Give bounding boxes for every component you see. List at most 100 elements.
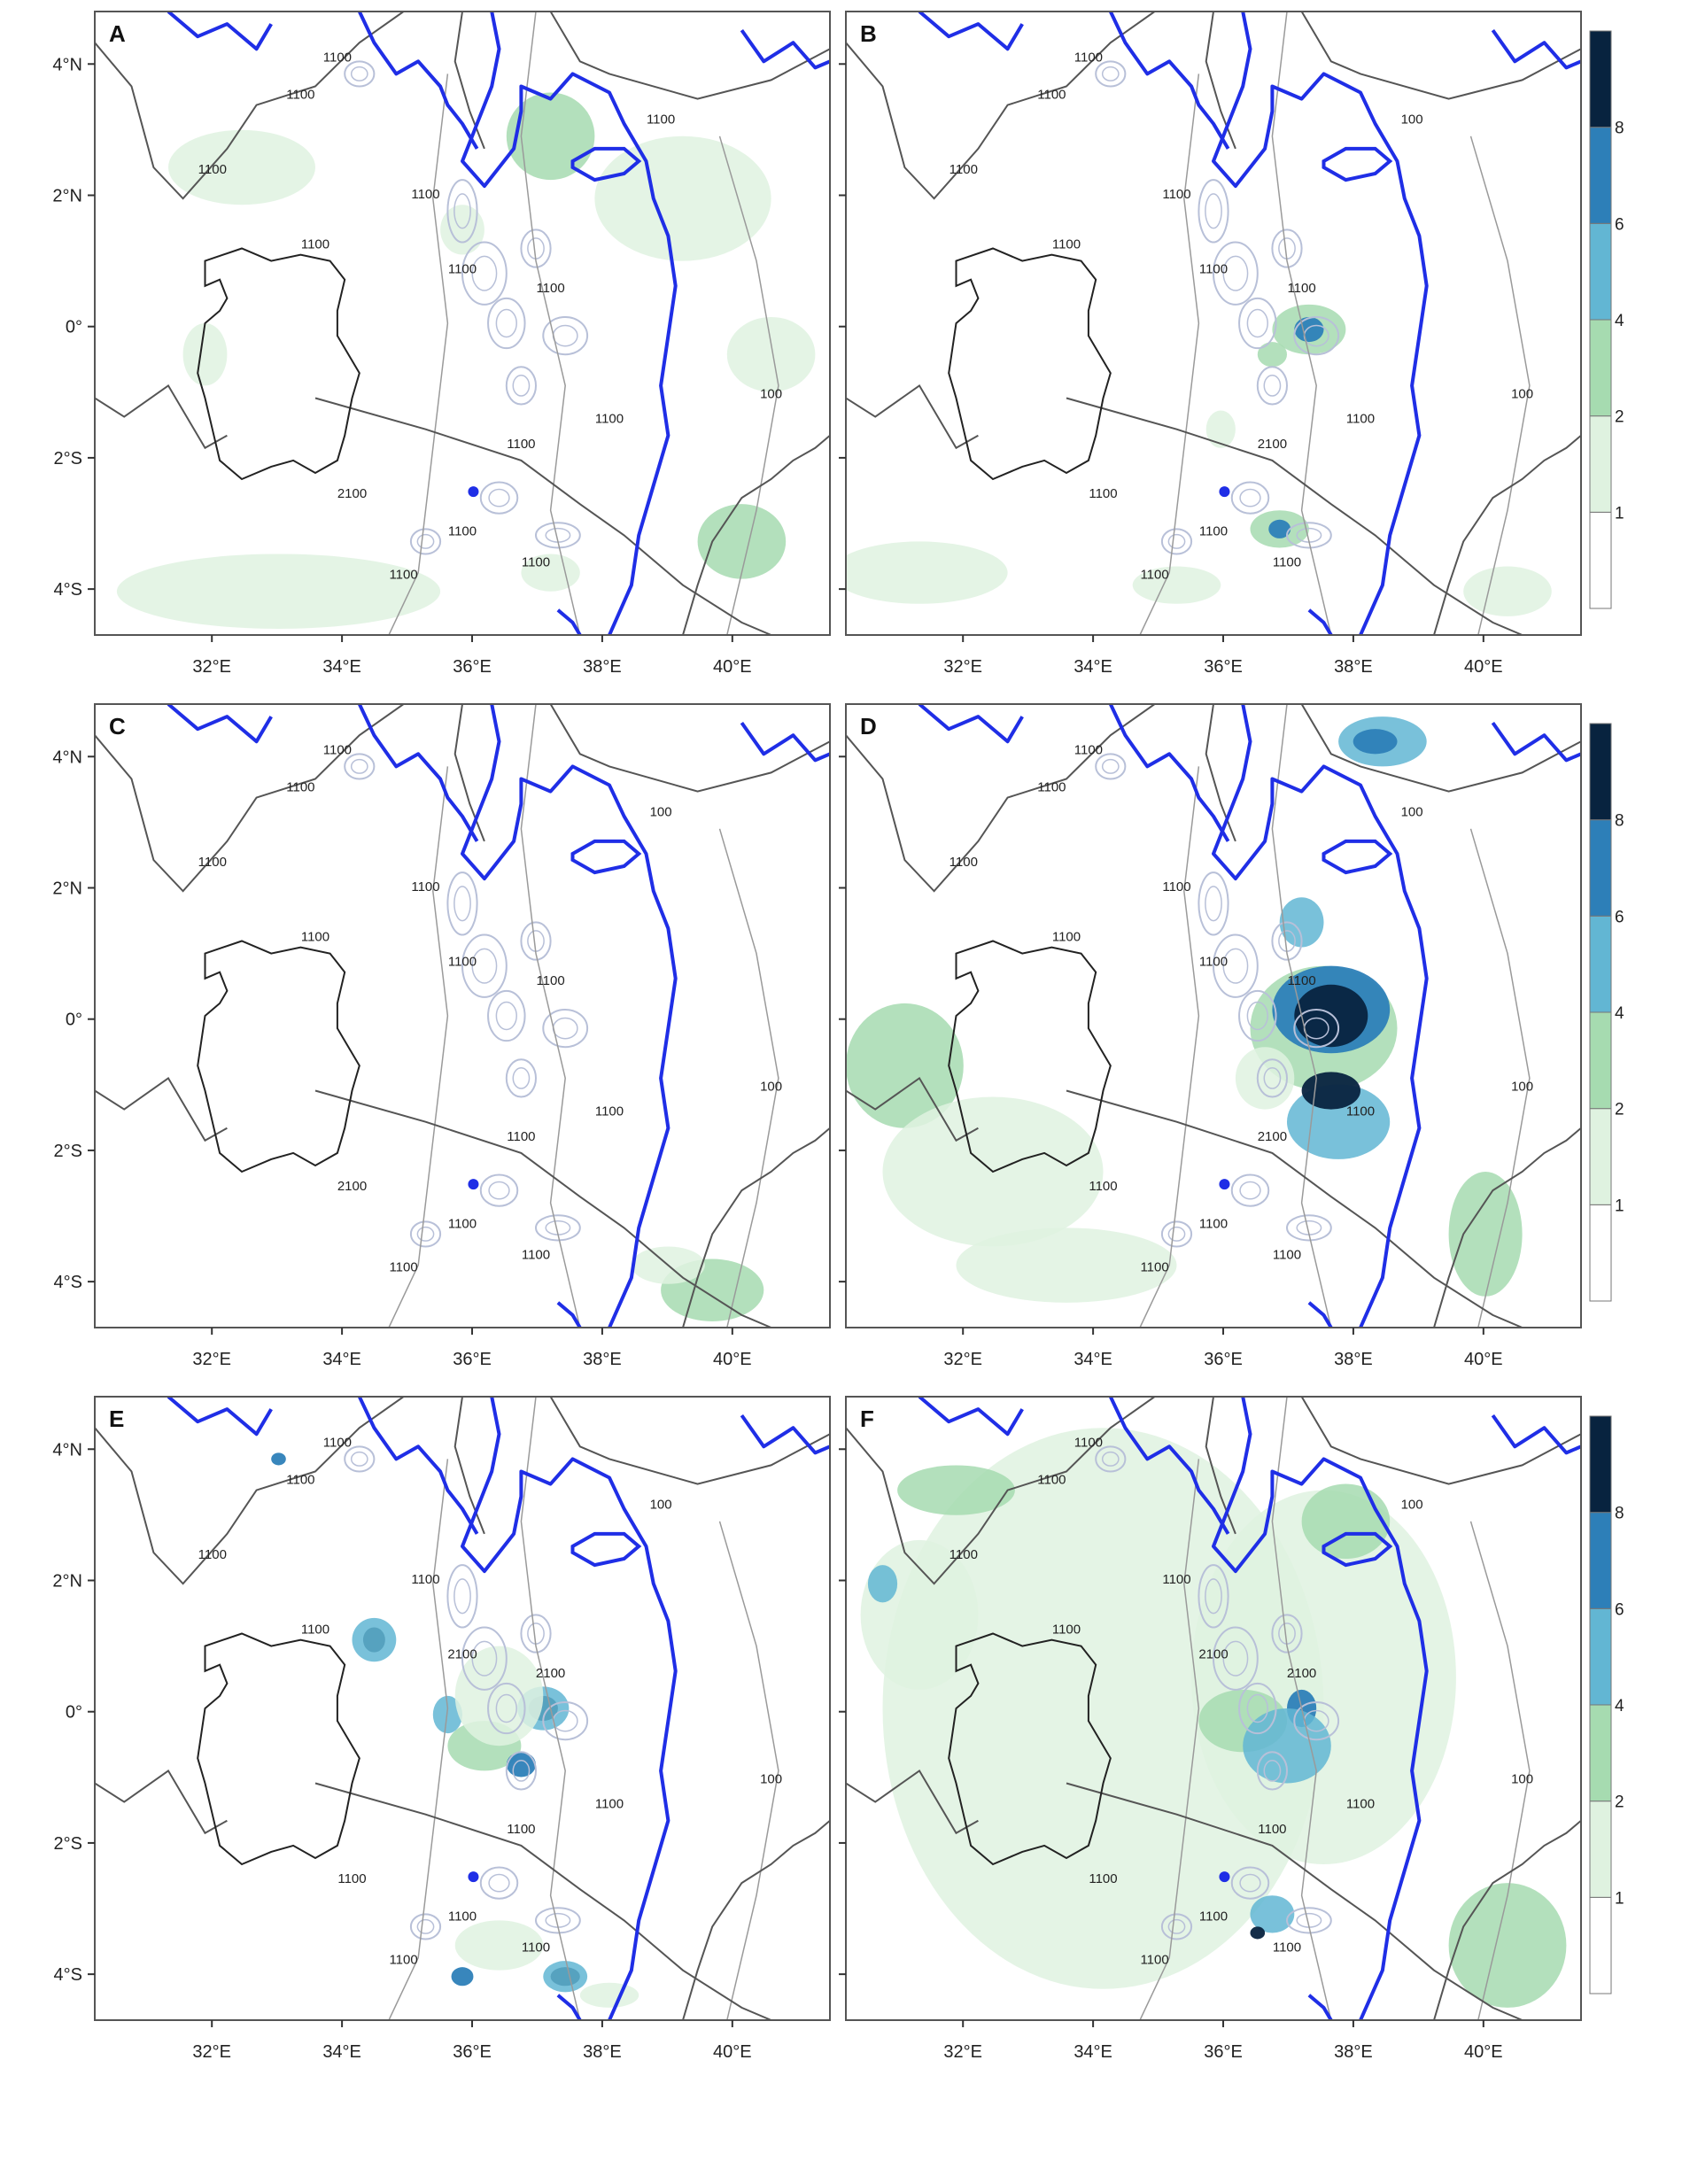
precip-cell [1205,410,1236,448]
topography-contours [1095,704,1531,1328]
colorbar-segment [1589,222,1612,321]
lon-tick-label: 36°E [453,657,492,677]
panel-label: F [860,1406,874,1432]
border-line [846,383,979,450]
elevation-ring [535,1907,581,1934]
elevation-ring [344,1445,376,1473]
topography-contours [1095,1397,1531,2020]
contour-label: 1100 [1140,1260,1168,1275]
lat-tick-label: 2°N [52,1571,82,1591]
contour-label: 1100 [198,1547,227,1562]
contour-label: 1100 [1074,742,1103,757]
lon-tick-label: 32°E [943,2042,982,2062]
border-line [95,1076,228,1142]
map-panel-c: 1100 1100 1100 1100 1100 1100 1100 2100 1100 1100… [52,703,831,1369]
precip-cell [1243,1708,1331,1784]
river-line [740,721,830,763]
elevation-ring [479,481,519,515]
river-line [1212,12,1429,635]
elevation-ring [453,886,471,922]
river-line [461,1397,678,2020]
border-line [453,12,485,150]
colorbar-tick-label: 6 [1615,215,1624,234]
contour-label: 100 [1401,805,1423,820]
precip-cell [454,1646,544,1746]
map-layers: 1100 1100 1100 1100 1100 1100 1100 1100 2100 1100… [846,12,1581,635]
lat-tick-label: 2°S [54,1142,82,1161]
contour-label: 1100 [507,1129,535,1144]
contour-label: 100 [1401,1498,1423,1513]
elevation-contour-line [520,12,581,635]
contour-label: 1100 [522,1940,550,1956]
lon-tick-label: 32°E [943,657,982,677]
panel-label: A [109,20,126,47]
elevation-ring [461,241,508,306]
river-line [1307,1301,1333,1328]
contour-label: 1100 [1052,930,1081,945]
river-line [1212,1397,1429,2020]
country-borders [846,704,1581,1328]
elevation-contour-line [520,1397,581,2020]
elevation-ring [1198,179,1229,244]
border-line [95,1769,228,1835]
colorbar-segment [1589,1415,1612,1514]
contour-label: 2100 [1287,1666,1316,1681]
elevation-ring [1213,1626,1259,1691]
precip-cell [543,1961,588,1993]
lon-tick-label: 38°E [1334,657,1373,677]
river-line [1212,704,1429,1328]
river-line [740,28,830,70]
colorbar-tick-label: 8 [1615,1505,1624,1523]
contour-label: 2100 [337,486,367,501]
colorbar-tick-label: 4 [1615,312,1624,330]
topography-contours [344,704,779,1328]
lat-tick-label: 4°S [54,580,82,600]
colorbar-segment [1589,1512,1612,1609]
colorbar-tick-label: 4 [1615,1004,1624,1023]
contour-label: 1100 [448,262,477,277]
lon-tick-label: 38°E [583,2042,622,2062]
map-panel-e: 1100 1100 1100 1100 1100 2100 2100 1100 1100 1100… [52,1396,831,2062]
contour-label: 100 [760,1771,782,1786]
contour-label: 1100 [1037,88,1066,103]
river-loop [570,839,642,875]
river-line [167,704,273,744]
river-line [357,1397,479,1535]
elevation-ring [1263,1760,1282,1782]
elevation-contour-line [718,136,779,635]
contour-label: 1100 [337,1871,366,1886]
border-line [1205,12,1236,150]
contour-label: 1100 [507,1822,535,1837]
border-line [1066,1782,1523,2020]
precip-cell [506,1752,537,1777]
elevation-ring [1160,528,1193,555]
river-line [1108,704,1230,842]
country-borders [95,704,830,1328]
contour-label: 1100 [198,855,227,870]
elevation-ring [416,533,435,549]
colorbar-segment [1589,819,1612,917]
elevation-contour-line [1469,136,1531,635]
lon-tick-label: 40°E [1464,1350,1503,1369]
river-line [1108,12,1230,150]
lon-tick-label: 34°E [1074,2042,1112,2062]
lat-tick-label: 0° [66,1011,82,1030]
precip-cell [451,1967,474,1987]
contour-label: 1100 [522,555,550,570]
map-panel-d: 1100110011001100110011001100110021001100… [839,703,1624,1369]
contour-label: 1100 [323,742,352,757]
contour-label: 1100 [1140,568,1168,583]
contour-label: 1100 [1287,973,1315,988]
elevation-ring [350,66,368,81]
border-line [95,12,405,200]
contour-label: 1100 [950,855,978,870]
country-borders [95,12,830,635]
contour-label: 1100 [389,1953,417,1968]
contour-label: 1100 [1273,1248,1301,1263]
lake-dot [1219,1179,1230,1190]
elevation-ring [1230,481,1270,515]
contour-label: 2100 [337,1179,367,1194]
precip-cell [1301,1483,1391,1560]
lon-tick-label: 34°E [1074,1350,1112,1369]
elevation-ring [505,1751,538,1791]
